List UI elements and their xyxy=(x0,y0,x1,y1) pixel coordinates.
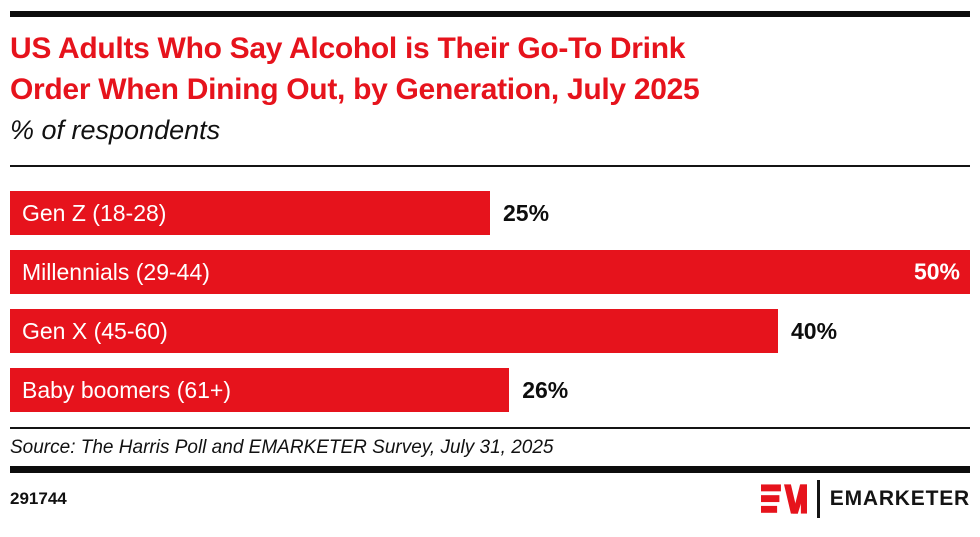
chart-title-line-1: US Adults Who Say Alcohol is Their Go-To… xyxy=(10,32,686,65)
bar-row: Gen X (45-60) 40% xyxy=(10,309,970,353)
brand-separator xyxy=(816,480,820,518)
bar-value-label: 25% xyxy=(503,199,550,226)
source-divider xyxy=(10,427,970,429)
bar: Gen X (45-60) xyxy=(10,309,778,353)
bar-row: Gen Z (18-28) 25% xyxy=(10,191,970,235)
source-text: Source: The Harris Poll and EMARKETER Su… xyxy=(10,437,554,458)
chart-subtitle: % of respondents xyxy=(10,115,221,145)
bar-chart: Gen Z (18-28) 25% Millennials (29-44) 50% Ge… xyxy=(10,191,970,412)
chart-id: 291744 xyxy=(10,489,67,508)
bar-category-label: Gen Z (18-28) xyxy=(22,199,167,226)
bar-category-label: Gen X (45-60) xyxy=(22,317,168,344)
brand-wordmark: EMARKETER xyxy=(829,487,970,510)
footer: 291744 EMARKETER xyxy=(10,479,970,519)
header-divider xyxy=(10,165,970,167)
bar-value-label: 26% xyxy=(522,376,569,403)
brand-lockup: EMARKETER xyxy=(760,480,970,518)
bar: Millennials (29-44) 50% xyxy=(10,250,970,294)
emarketer-logo-icon xyxy=(760,484,807,514)
bar-row: Millennials (29-44) 50% xyxy=(10,250,970,294)
bar-category-label: Millennials (29-44) xyxy=(22,258,210,285)
bar: Gen Z (18-28) xyxy=(10,191,490,235)
bar: Baby boomers (61+) xyxy=(10,368,510,412)
bar-value-label: 40% xyxy=(791,317,838,344)
top-accent-bar xyxy=(10,11,970,17)
chart-title-line-2: Order When Dining Out, by Generation, Ju… xyxy=(10,73,700,106)
bar-row: Baby boomers (61+) 26% xyxy=(10,368,970,412)
chart-title: US Adults Who Say Alcohol is Their Go-To… xyxy=(10,28,970,110)
bar-category-label: Baby boomers (61+) xyxy=(22,376,232,403)
bar-value-label: 50% xyxy=(913,258,960,285)
bottom-accent-bar xyxy=(10,466,970,473)
